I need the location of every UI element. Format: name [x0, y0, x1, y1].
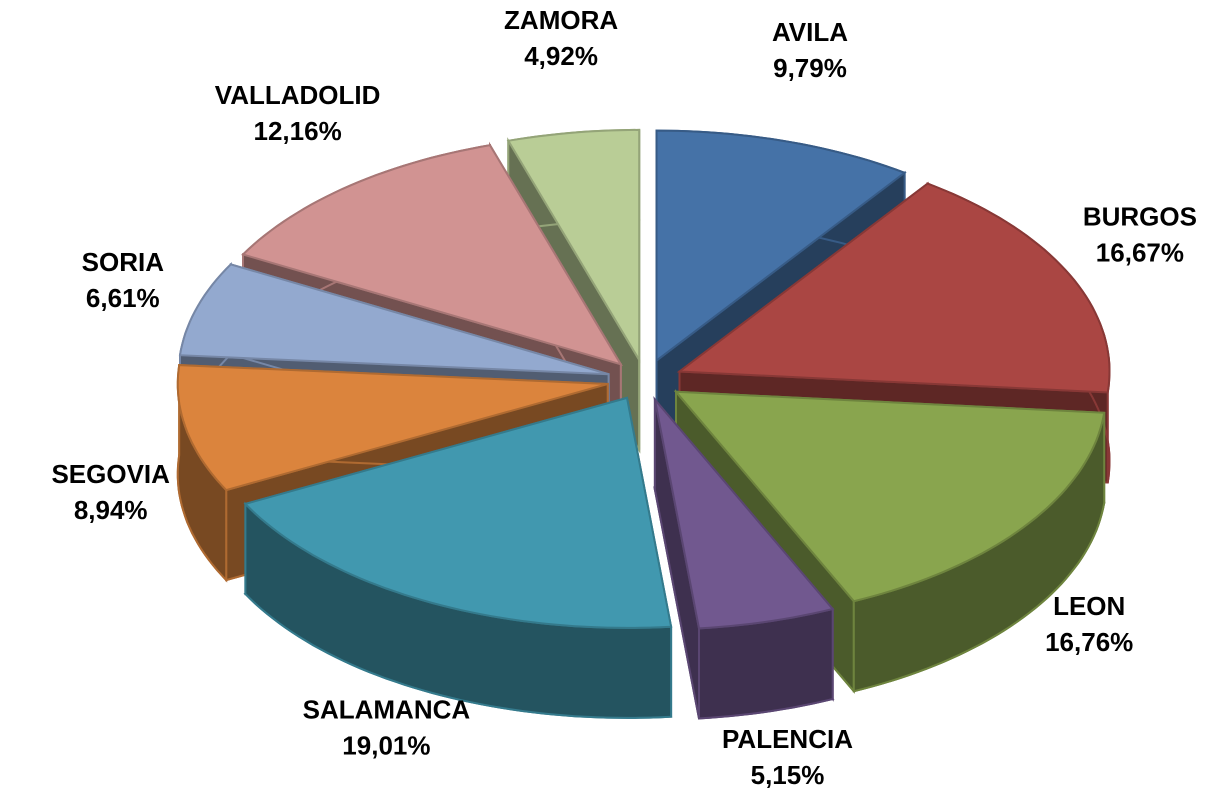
value-label: 5,15% [751, 760, 825, 790]
value-label: 19,01% [342, 731, 430, 761]
value-label: 16,76% [1045, 627, 1133, 657]
slice-label: AVILA [772, 17, 848, 47]
value-label: 4,92% [524, 41, 598, 71]
slice-top [676, 182, 1111, 394]
slice-top [655, 129, 907, 363]
slice-label: ZAMORA [504, 5, 618, 35]
value-label: 12,16% [254, 116, 342, 146]
slice-top [506, 128, 641, 364]
slice-label: BURGOS [1083, 201, 1197, 231]
slice-label: PALENCIA [722, 724, 853, 754]
value-label: 9,79% [773, 53, 847, 83]
slice-top [243, 396, 673, 629]
value-label: 6,61% [86, 283, 160, 313]
slice [243, 396, 673, 719]
slice-label: SALAMANCA [303, 695, 471, 725]
value-label: 8,94% [74, 495, 148, 525]
slice-label: LEON [1053, 591, 1125, 621]
slice-top [178, 263, 609, 376]
slice-top [241, 144, 623, 366]
slice-top [653, 396, 835, 630]
slice [653, 396, 835, 720]
slice-label: SORIA [82, 247, 165, 277]
slice-top [176, 364, 608, 492]
slice-label: VALLADOLID [215, 80, 381, 110]
value-label: 16,67% [1096, 237, 1184, 267]
slice-top [673, 390, 1106, 603]
slice-label: SEGOVIA [51, 459, 170, 489]
